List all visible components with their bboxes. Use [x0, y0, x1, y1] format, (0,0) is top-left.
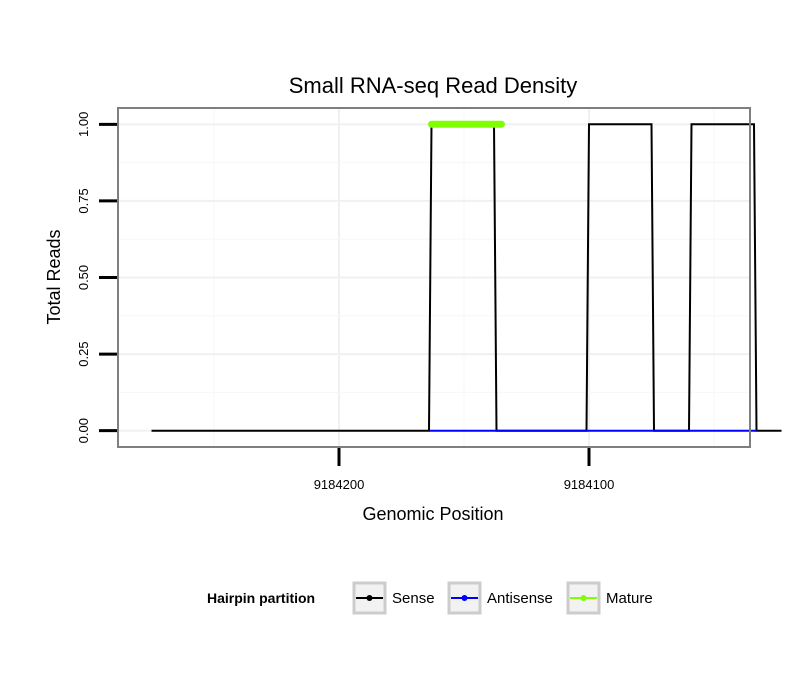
x-axis-title: Genomic Position [362, 504, 503, 524]
y-tick-label-4: 1.00 [76, 112, 91, 137]
legend-point-sense [366, 595, 373, 601]
y-tick-label-3: 0.75 [76, 188, 91, 213]
legend: Hairpin partition Sense Antisense Mature [207, 581, 653, 615]
y-axis-title: Total Reads [44, 229, 64, 324]
chart-title: Small RNA-seq Read Density [289, 73, 578, 98]
legend-label-antisense: Antisense [487, 590, 553, 607]
x-tick-label-1: 9184100 [564, 477, 615, 492]
legend-label-sense: Sense [392, 590, 435, 607]
y-tick-label-0: 0.00 [76, 418, 91, 443]
legend-point-antisense [461, 595, 468, 601]
legend-title: Hairpin partition [207, 590, 315, 606]
series-lines [151, 120, 782, 432]
axes: 0.00 0.25 0.50 0.75 1.00 9184200 9184100 [76, 112, 614, 492]
plot-panel-border [117, 107, 751, 448]
y-tick-label-1: 0.25 [76, 341, 91, 366]
y-tick-label-2: 0.50 [76, 265, 91, 290]
legend-point-mature [580, 595, 587, 601]
x-tick-label-0: 9184200 [314, 477, 365, 492]
legend-label-mature: Mature [606, 590, 653, 607]
